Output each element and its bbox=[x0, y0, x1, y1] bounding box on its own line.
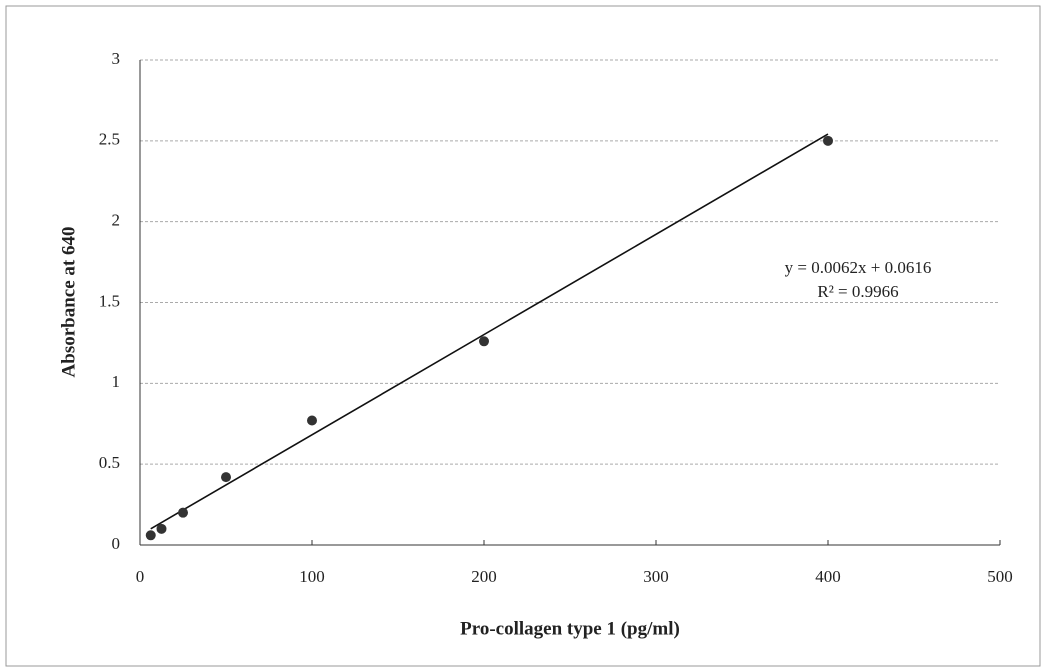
point bbox=[307, 416, 317, 426]
x-axis-title: Pro-collagen type 1 (pg/ml) bbox=[460, 618, 680, 639]
y-tick-label: 0.5 bbox=[99, 453, 120, 472]
y-tick-label: 1 bbox=[112, 372, 121, 391]
x-tick-label: 500 bbox=[987, 567, 1013, 586]
point bbox=[146, 530, 156, 540]
y-tick-label: 2 bbox=[112, 211, 121, 230]
chart-frame bbox=[6, 6, 1040, 666]
point bbox=[221, 472, 231, 482]
x-tick-label: 300 bbox=[643, 567, 669, 586]
y-tick-label: 0 bbox=[112, 534, 121, 553]
point bbox=[178, 508, 188, 518]
trendline-r2: R² = 0.9966 bbox=[817, 282, 898, 301]
chart: Pro-collagen type 1 (pg/ml) Absorbance a… bbox=[0, 0, 1047, 671]
trendline-equation: y = 0.0062x + 0.0616 bbox=[785, 258, 932, 277]
y-tick-label: 3 bbox=[112, 49, 121, 68]
point bbox=[823, 136, 833, 146]
y-tick-label: 2.5 bbox=[99, 130, 120, 149]
point bbox=[479, 336, 489, 346]
x-tick-label: 400 bbox=[815, 567, 841, 586]
x-tick-label: 100 bbox=[299, 567, 325, 586]
point bbox=[157, 524, 167, 534]
y-tick-label: 1.5 bbox=[99, 291, 120, 310]
x-tick-label: 200 bbox=[471, 567, 497, 586]
x-tick-label: 0 bbox=[136, 567, 145, 586]
y-axis-title: Absorbance at 640 bbox=[58, 227, 79, 378]
